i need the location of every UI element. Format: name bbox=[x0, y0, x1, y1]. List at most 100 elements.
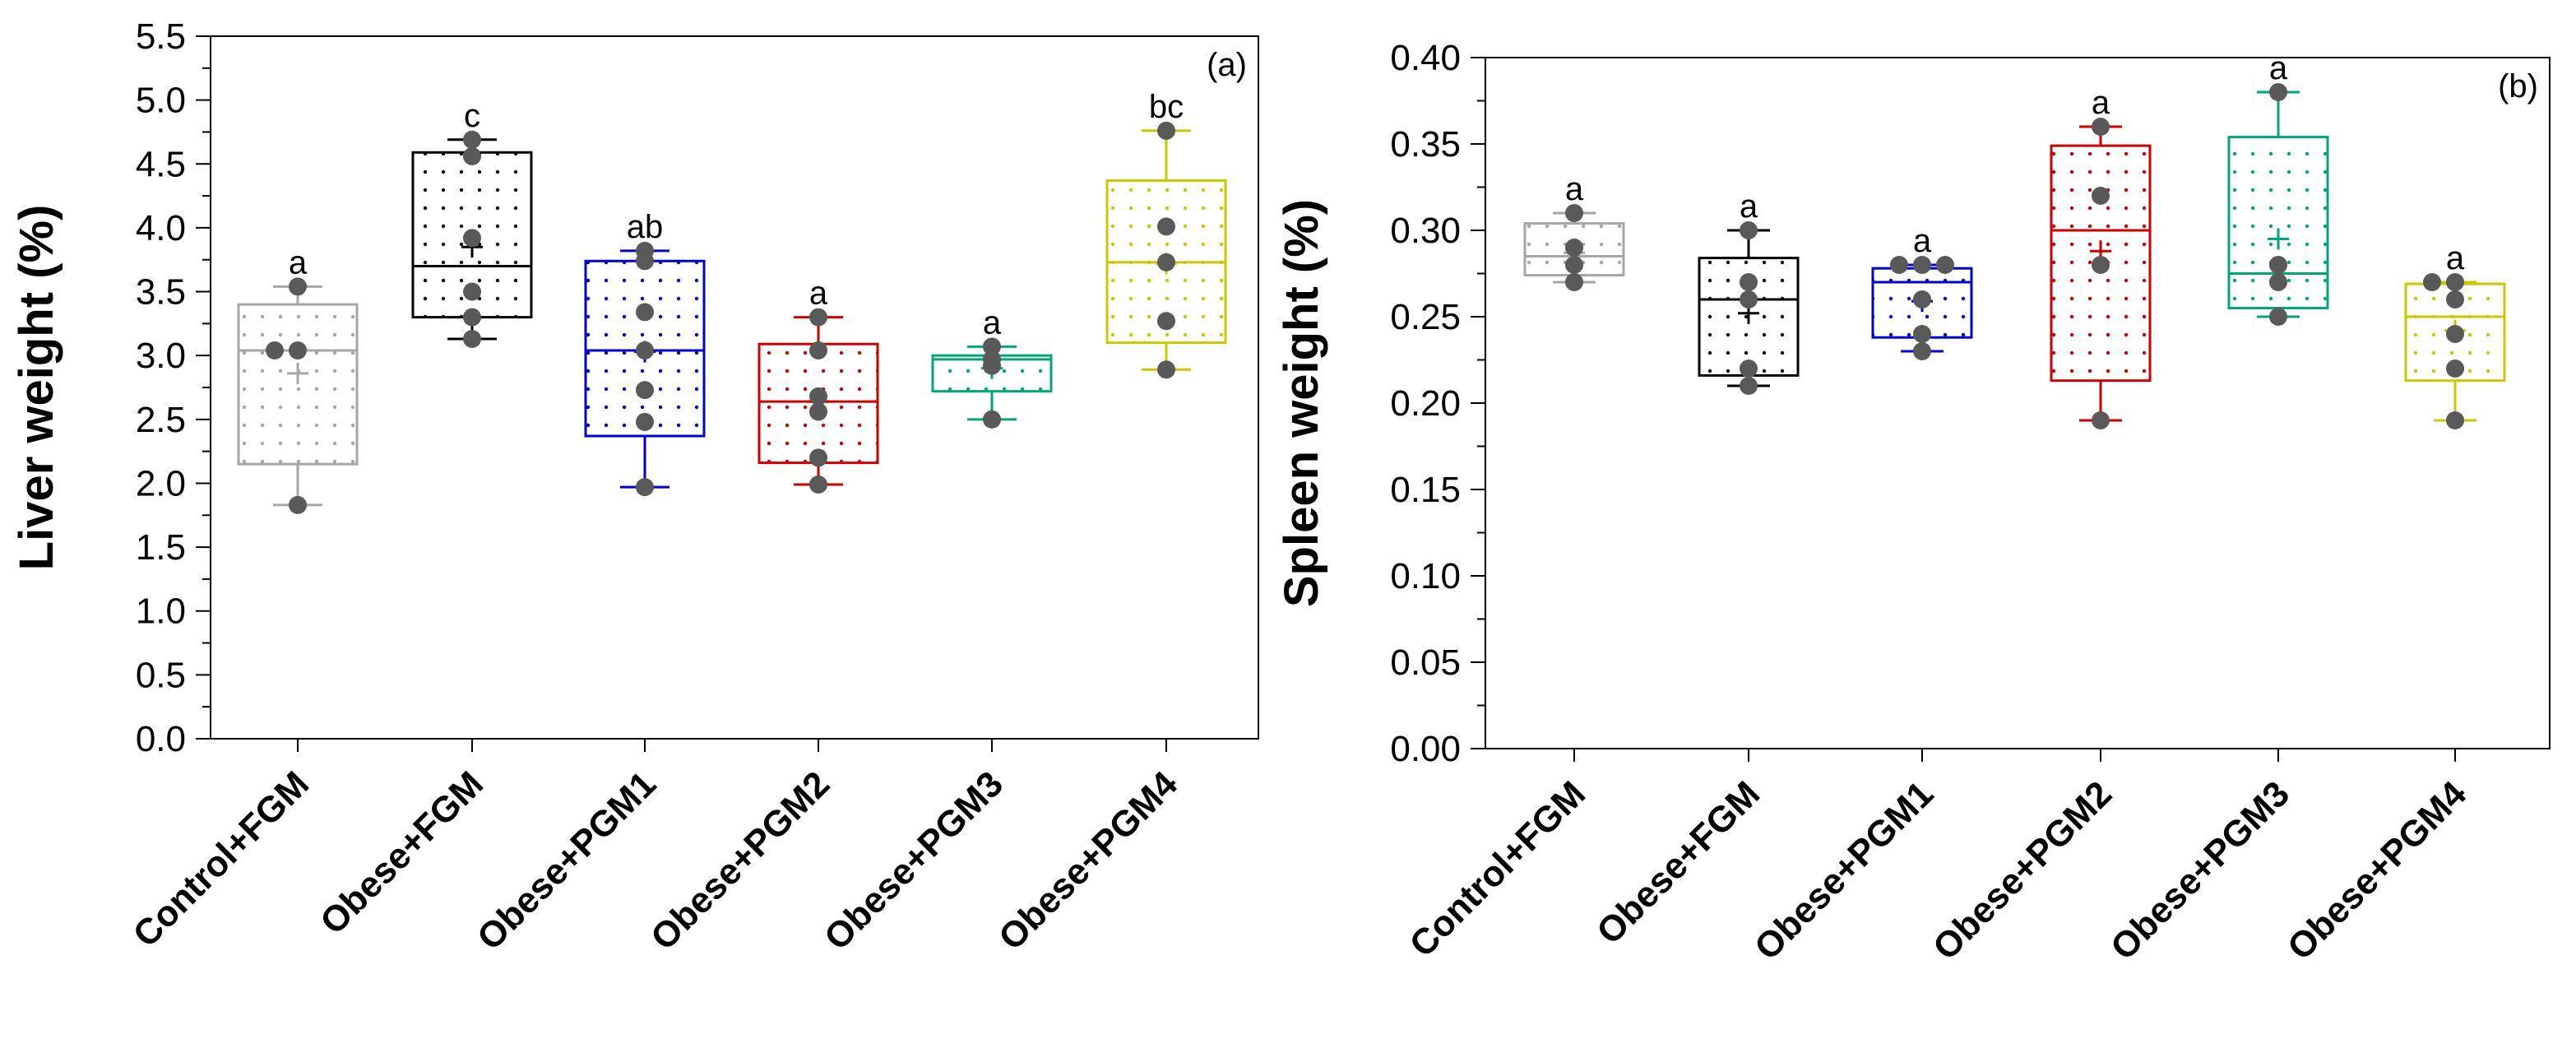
data-point bbox=[1740, 221, 1758, 239]
category-label: Obese+PGM1 bbox=[1747, 773, 1941, 967]
data-point bbox=[2446, 273, 2464, 291]
data-point bbox=[2446, 290, 2464, 308]
data-point bbox=[636, 412, 654, 431]
data-point bbox=[1565, 256, 1583, 274]
data-point bbox=[2446, 325, 2464, 343]
significance-label: a bbox=[2446, 240, 2465, 276]
significance-label: a bbox=[1913, 223, 1932, 259]
category-label: Control+FGM bbox=[1402, 773, 1594, 965]
data-point bbox=[463, 130, 481, 149]
data-point bbox=[1157, 360, 1175, 379]
data-point bbox=[636, 478, 654, 497]
data-point bbox=[809, 387, 827, 406]
y-axis-title: Liver weight (%) bbox=[10, 205, 63, 571]
y-tick-label: 0.35 bbox=[1390, 124, 1461, 165]
box-group-obese-fgm: c Obese+FGM bbox=[313, 98, 533, 942]
data-point bbox=[463, 329, 481, 348]
category-label: Obese+PGM4 bbox=[991, 763, 1185, 958]
category-label: Obese+PGM4 bbox=[2280, 773, 2474, 967]
data-point bbox=[2092, 187, 2110, 205]
data-point bbox=[266, 341, 284, 359]
data-point bbox=[809, 402, 827, 421]
significance-label: a bbox=[2269, 50, 2288, 86]
category-label: Control+FGM bbox=[126, 763, 317, 955]
box bbox=[237, 303, 359, 466]
category-label: Obese+PGM2 bbox=[643, 763, 837, 958]
box-group-obese-fgm: a Obese+FGM bbox=[1589, 188, 1800, 952]
box-group-obese-pgm2: a Obese+PGM2 bbox=[1925, 85, 2152, 968]
data-point bbox=[2269, 308, 2287, 326]
data-point bbox=[2269, 83, 2287, 101]
y-tick-label: 0.40 bbox=[1390, 38, 1461, 78]
plot-frame bbox=[210, 35, 1259, 740]
data-point bbox=[2269, 273, 2287, 291]
significance-label: bc bbox=[1149, 89, 1184, 125]
box-group-obese-pgm4: a Obese+PGM4 bbox=[2280, 240, 2506, 968]
category-label: Obese+PGM3 bbox=[2103, 773, 2297, 967]
y-tick-label: 0.10 bbox=[1390, 556, 1461, 596]
data-point bbox=[636, 303, 654, 322]
data-point bbox=[289, 341, 307, 359]
y-tick-label: 4.5 bbox=[136, 144, 186, 184]
data-point bbox=[1913, 290, 1931, 308]
data-point bbox=[289, 277, 307, 296]
data-point bbox=[809, 308, 827, 327]
data-point bbox=[2092, 256, 2110, 274]
y-tick-label: 0.15 bbox=[1390, 470, 1461, 510]
data-point bbox=[1565, 239, 1583, 257]
data-point bbox=[2446, 359, 2464, 378]
data-point bbox=[1565, 204, 1583, 222]
data-point bbox=[983, 350, 1001, 369]
data-point bbox=[983, 337, 1001, 356]
significance-label: a bbox=[289, 244, 308, 281]
data-point bbox=[1157, 312, 1175, 331]
y-tick-label: 3.5 bbox=[136, 272, 186, 313]
data-point bbox=[1913, 342, 1931, 360]
y-tick-label: 4.0 bbox=[136, 208, 186, 248]
data-point bbox=[2446, 411, 2464, 429]
data-point bbox=[463, 282, 481, 301]
data-point bbox=[1157, 121, 1175, 140]
data-point bbox=[1740, 290, 1758, 308]
significance-label: a bbox=[983, 304, 1002, 341]
category-label: Obese+PGM1 bbox=[470, 763, 664, 958]
data-point bbox=[2269, 256, 2287, 274]
category-label: Obese+FGM bbox=[313, 763, 491, 942]
box-group-obese-pgm1: ab Obese+PGM1 bbox=[470, 209, 706, 958]
y-tick-label: 0.25 bbox=[1390, 297, 1461, 337]
data-point bbox=[1740, 359, 1758, 378]
data-point bbox=[636, 381, 654, 400]
category-label: Obese+PGM3 bbox=[817, 763, 1011, 958]
y-tick-label: 0.0 bbox=[136, 719, 186, 759]
y-tick-label: 1.0 bbox=[136, 591, 186, 632]
data-point bbox=[809, 475, 827, 494]
y-tick-label: 2.5 bbox=[136, 400, 186, 440]
data-point bbox=[1740, 273, 1758, 291]
data-point bbox=[983, 410, 1001, 429]
data-point bbox=[463, 229, 481, 248]
data-point bbox=[636, 341, 654, 359]
data-point bbox=[809, 341, 827, 359]
significance-label: a bbox=[809, 276, 828, 312]
spleen-weight-panel: 0.00 0.05 0.10 0.15 0.20 0.25 0.30 0.35 0.40 Sple… bbox=[1275, 38, 2551, 968]
data-point bbox=[289, 495, 307, 514]
data-point bbox=[1890, 256, 1908, 274]
plot-frame bbox=[1485, 57, 2551, 749]
significance-label: a bbox=[2092, 85, 2110, 121]
y-tick-label: 3.0 bbox=[136, 336, 186, 376]
category-label: Obese+FGM bbox=[1589, 773, 1768, 952]
data-point bbox=[1913, 325, 1931, 343]
data-point bbox=[636, 241, 654, 260]
data-point bbox=[463, 308, 481, 327]
data-point bbox=[2092, 411, 2110, 429]
data-point bbox=[1936, 256, 1954, 274]
y-tick-label: 0.00 bbox=[1390, 729, 1461, 769]
y-tick-label: 2.0 bbox=[136, 463, 186, 503]
data-point bbox=[1565, 273, 1583, 291]
panel-label: (b) bbox=[2498, 68, 2538, 104]
y-tick-label: 0.20 bbox=[1390, 383, 1461, 424]
data-point bbox=[1157, 217, 1175, 236]
data-point bbox=[1157, 253, 1175, 271]
significance-label: ab bbox=[627, 209, 664, 245]
